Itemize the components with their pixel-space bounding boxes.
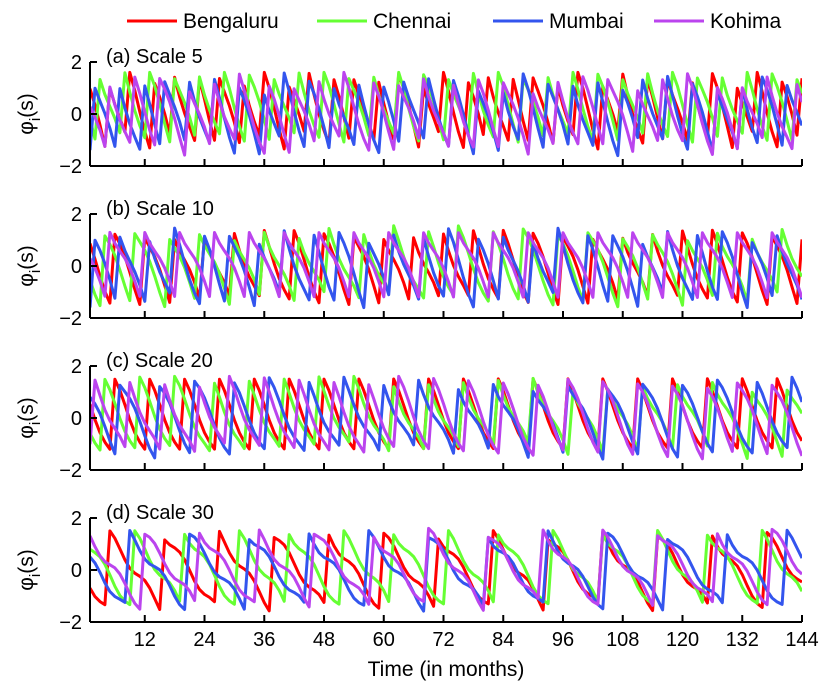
series-group bbox=[90, 526, 802, 613]
y-tick-label: 0 bbox=[71, 256, 82, 278]
y-axis-label: φi(s) bbox=[15, 93, 44, 134]
x-tick-label: 96 bbox=[552, 629, 574, 651]
x-tick-label: 24 bbox=[193, 629, 215, 651]
panel-c: −2 0 2 (c) Scale 20 φi(s) bbox=[15, 350, 803, 482]
panel-title: (a) Scale 5 bbox=[106, 46, 203, 68]
legend-entry-bengaluru: Bengaluru bbox=[127, 10, 279, 33]
y-tick-label: 2 bbox=[71, 356, 82, 378]
series-line-kohima bbox=[90, 230, 802, 300]
x-tick-label: 36 bbox=[253, 629, 275, 651]
series-line-mumbai bbox=[90, 528, 802, 613]
panel-d: 12 24 36 48 60 72 84 96 108 120 132 144 −2 0 2 (d) Scal… bbox=[15, 502, 819, 651]
series-line-mumbai bbox=[90, 226, 802, 310]
series-line-mumbai bbox=[90, 375, 802, 461]
series-line-kohima bbox=[90, 526, 802, 612]
y-axis-label: φi(s) bbox=[15, 549, 44, 590]
legend-label: Chennai bbox=[373, 10, 451, 33]
y-tick-label: 2 bbox=[71, 52, 82, 74]
x-axis-label: Time (in months) bbox=[368, 658, 525, 681]
panel-a: −2 0 2 (a) Scale 5 φi(s) bbox=[15, 46, 803, 178]
x-tick-label: 60 bbox=[373, 629, 395, 651]
y-tick-label: −2 bbox=[59, 612, 82, 634]
x-tick-label: 144 bbox=[785, 629, 818, 651]
panels: −2 0 2 (a) Scale 5 φi(s) −2 0 2 (b) Scale 10 φi(s… bbox=[15, 46, 819, 651]
legend-label: Kohima bbox=[710, 10, 782, 33]
y-tick-label: −2 bbox=[59, 308, 82, 330]
x-tick-label: 72 bbox=[432, 629, 454, 651]
x-tick-label: 132 bbox=[726, 629, 759, 651]
x-tick-label: 120 bbox=[666, 629, 699, 651]
y-axis-label: φi(s) bbox=[15, 245, 44, 286]
x-tick-label: 48 bbox=[313, 629, 335, 651]
panel-b: −2 0 2 (b) Scale 10 φi(s) bbox=[15, 198, 803, 330]
y-tick-label: 0 bbox=[71, 408, 82, 430]
y-axis-label: φi(s) bbox=[15, 397, 44, 438]
x-tick-label: 12 bbox=[134, 629, 156, 651]
y-tick-label: −2 bbox=[59, 156, 82, 178]
legend-entry-chennai: Chennai bbox=[317, 10, 451, 33]
x-tick-label: 84 bbox=[492, 629, 514, 651]
series-group bbox=[90, 70, 802, 158]
y-tick-label: 0 bbox=[71, 104, 82, 126]
panel-title: (d) Scale 30 bbox=[106, 502, 214, 524]
series-line-chennai bbox=[90, 374, 802, 460]
legend-entry-mumbai: Mumbai bbox=[493, 10, 624, 33]
panel-title: (c) Scale 20 bbox=[106, 350, 213, 372]
series-line-chennai bbox=[90, 70, 802, 144]
y-tick-label: 2 bbox=[71, 204, 82, 226]
legend-label: Mumbai bbox=[549, 10, 624, 33]
x-tick-label: 108 bbox=[606, 629, 639, 651]
y-tick-label: 0 bbox=[71, 560, 82, 582]
legend-entry-kohima: Kohima bbox=[654, 10, 782, 33]
panel-title: (b) Scale 10 bbox=[106, 198, 214, 220]
y-tick-label: 2 bbox=[71, 508, 82, 530]
legend: Bengaluru Chennai Mumbai Kohima bbox=[127, 10, 782, 33]
series-line-kohima bbox=[90, 374, 802, 461]
y-tick-label: −2 bbox=[59, 460, 82, 482]
series-group bbox=[90, 374, 802, 461]
series-line-kohima bbox=[90, 70, 802, 157]
series-group bbox=[90, 224, 802, 310]
legend-label: Bengaluru bbox=[183, 10, 279, 33]
